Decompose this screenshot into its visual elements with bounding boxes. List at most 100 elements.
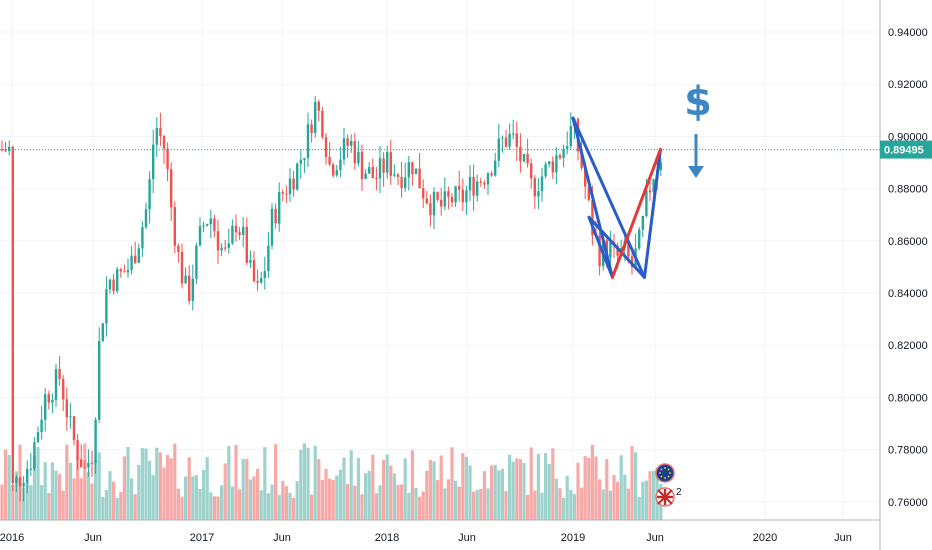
volume-bar <box>90 483 94 520</box>
volume-bar <box>551 448 555 520</box>
candle-body <box>105 289 108 324</box>
volume-bar <box>302 443 306 520</box>
candle-body <box>566 146 569 149</box>
candle-body <box>616 245 619 256</box>
annotations: $ <box>684 79 712 178</box>
volume-bar <box>266 493 270 520</box>
candle-body <box>267 245 270 272</box>
candle-body <box>116 269 119 292</box>
volume-bar <box>169 458 173 520</box>
candle-body <box>69 416 72 418</box>
candle-body <box>648 190 652 193</box>
candle-body <box>144 209 148 228</box>
y-tick-label: 0.92000 <box>888 79 928 91</box>
candle-body <box>224 247 227 249</box>
eu-flag-icon[interactable] <box>655 463 675 483</box>
volume-bar <box>612 474 616 520</box>
candle-body <box>270 208 274 246</box>
volume-bar <box>148 460 152 520</box>
candle-body <box>170 169 173 208</box>
volume-bar <box>284 486 288 520</box>
volume-bar <box>367 470 371 520</box>
candle-body <box>483 182 486 185</box>
candle-body <box>72 416 76 441</box>
volume-bar <box>22 487 26 520</box>
volume-bar <box>572 494 576 520</box>
candle-body <box>519 146 522 162</box>
candle-body <box>4 149 7 152</box>
volume-bar <box>310 494 314 520</box>
volume-bar <box>436 480 440 520</box>
volume-bar <box>158 452 162 520</box>
volume-bar <box>583 456 587 520</box>
volume-bar <box>486 488 490 520</box>
volume-bar <box>349 450 353 520</box>
volume-bar <box>385 454 389 520</box>
volume-bar <box>522 462 526 520</box>
candle-body <box>51 400 54 403</box>
volume-bar <box>450 447 454 520</box>
eu-star <box>664 467 666 469</box>
volume-bar <box>61 490 65 520</box>
volume-bar <box>245 459 249 520</box>
volume-bar <box>76 457 80 520</box>
harmonic-pattern <box>571 116 662 279</box>
volume-bar <box>410 450 414 520</box>
y-tick-label: 0.88000 <box>888 184 928 196</box>
candle-body <box>148 179 151 210</box>
candle-body <box>324 137 328 157</box>
volume-bar <box>212 496 216 520</box>
candle-body <box>206 224 209 226</box>
candle-body <box>263 271 266 278</box>
candle-body <box>580 151 583 168</box>
volume-bar <box>414 487 418 520</box>
candle-body <box>137 248 140 263</box>
volume-bar <box>324 468 328 520</box>
volume-bar <box>590 444 594 520</box>
eu-star <box>667 475 670 478</box>
candle-body <box>40 419 43 433</box>
volume-bar <box>378 485 382 520</box>
x-tick-label: 2019 <box>561 532 585 544</box>
candle-body <box>432 191 436 216</box>
candle-body <box>166 148 169 170</box>
volume-bar <box>50 462 54 520</box>
candle-body <box>486 173 490 185</box>
volume-bar <box>605 459 609 520</box>
candle-body <box>468 176 472 191</box>
volume-bar <box>256 469 260 520</box>
volume-bar <box>529 447 533 520</box>
down-arrow-head <box>688 166 704 178</box>
volume-bar <box>263 447 267 520</box>
uk-flag-icon[interactable]: 2 <box>655 487 682 507</box>
candle-body <box>33 442 36 469</box>
candle-body <box>342 138 346 160</box>
candle-body <box>544 164 547 177</box>
volume-bar <box>342 457 346 520</box>
event-markers[interactable]: 2 <box>655 463 682 507</box>
volume-bar <box>97 452 101 520</box>
candle-body <box>508 133 511 147</box>
volume-bar <box>234 444 238 520</box>
volume-bar <box>443 488 447 520</box>
volume-bar <box>457 486 461 520</box>
candle-body <box>515 133 518 147</box>
volume-bar <box>320 480 324 520</box>
eu-flag-circle[interactable] <box>655 463 675 483</box>
candle-body <box>130 255 133 271</box>
candle-body <box>162 136 166 149</box>
candle-body <box>411 162 414 175</box>
volume-bar <box>565 475 569 520</box>
volume-bar <box>155 447 159 520</box>
candle-body <box>281 192 284 194</box>
candle-body <box>382 158 385 173</box>
eu-star <box>660 468 663 471</box>
volume-bar <box>191 476 195 520</box>
volume-bar <box>32 455 36 520</box>
volume-bar <box>151 475 155 520</box>
pattern-leg <box>610 147 662 279</box>
candle-body <box>641 215 644 230</box>
candle-body <box>47 394 50 403</box>
volume-bar <box>176 488 180 520</box>
volume-bar <box>637 497 641 520</box>
